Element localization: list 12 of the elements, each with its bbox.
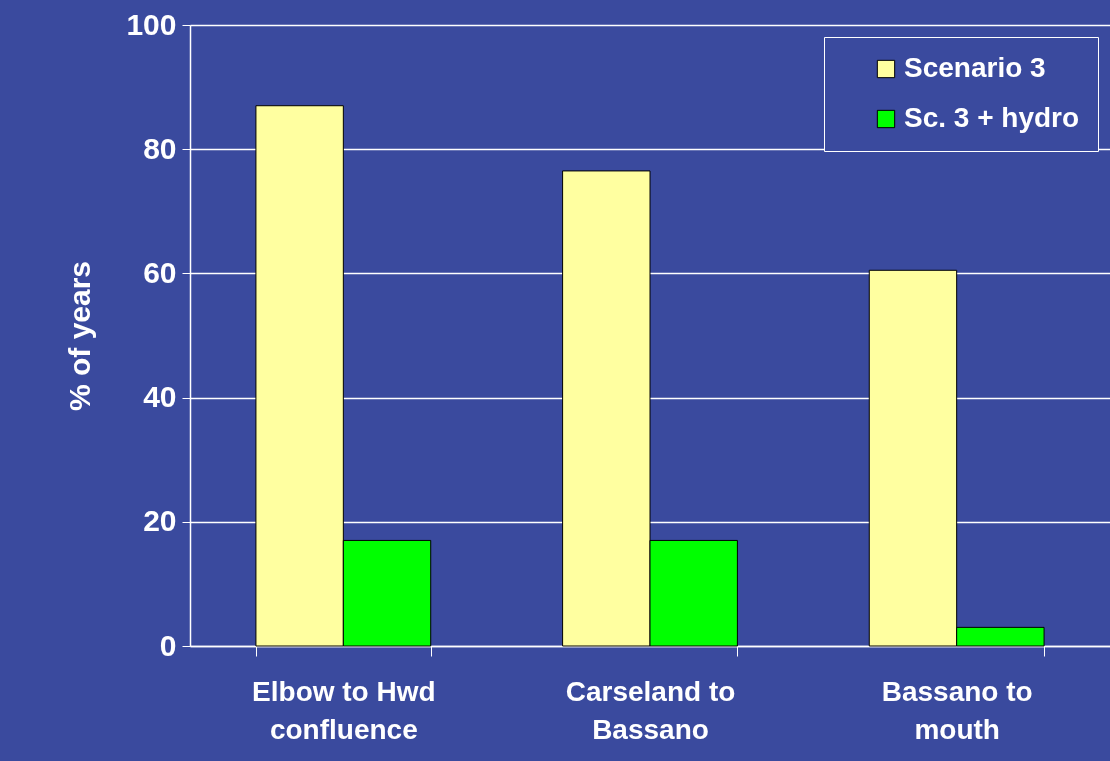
x-tick-label: Bassano to mouth — [881, 675, 1033, 745]
y-axis-title: % of years — [63, 260, 97, 412]
y-tick-label: 20 — [143, 504, 177, 538]
y-tick-label: 100 — [126, 7, 177, 41]
legend-label: Scenario 3 — [904, 52, 1046, 83]
x-tick-label: Elbow to Hwd confluence — [252, 675, 436, 745]
y-tick-label: 0 — [159, 628, 177, 662]
y-tick-label: 80 — [143, 131, 177, 165]
y-tick-label: 40 — [143, 380, 177, 414]
x-tick-label: Carseland to Bassano — [565, 675, 736, 745]
y-tick-label: 60 — [143, 255, 177, 289]
legend-label: Sc. 3 + hydro — [904, 102, 1080, 133]
